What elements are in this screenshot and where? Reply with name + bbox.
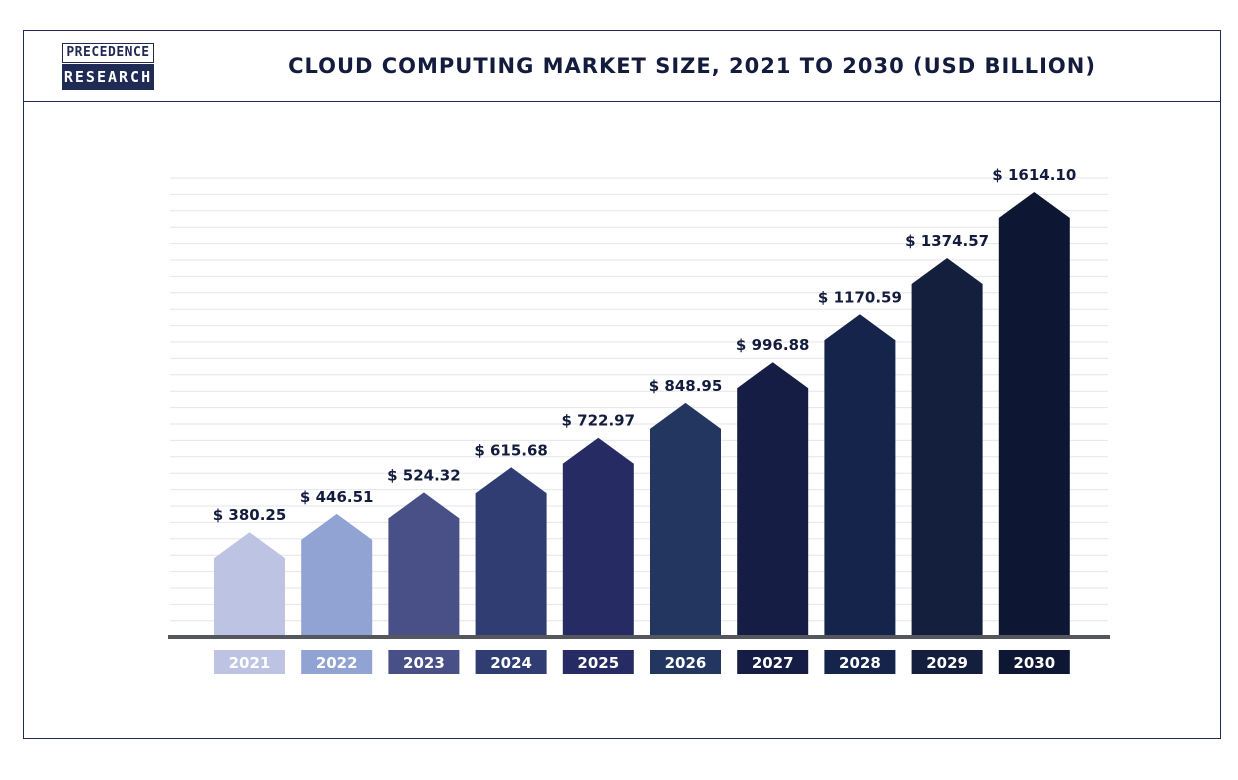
- bar-2027: [737, 362, 809, 637]
- chart-title: CLOUD COMPUTING MARKET SIZE, 2021 TO 203…: [288, 54, 1096, 78]
- value-label-2028: $ 1170.59: [818, 288, 902, 306]
- year-label-2024: 2024: [490, 654, 532, 672]
- year-label-box-2025: [562, 650, 634, 674]
- year-label-2022: 2022: [316, 654, 358, 672]
- year-label-box-2030: [998, 650, 1070, 674]
- precedence-research-logo: PRECEDENCE RESEARCH: [62, 43, 154, 90]
- bar-2021: [214, 532, 285, 637]
- year-label-box-2027: [737, 650, 809, 674]
- year-label-box-2024: [475, 650, 547, 674]
- logo-line-1: PRECEDENCE: [62, 43, 154, 63]
- year-label-2026: 2026: [665, 654, 707, 672]
- year-label-2029: 2029: [926, 654, 968, 672]
- year-label-box-2022: [301, 650, 373, 674]
- gridlines: [170, 177, 1108, 622]
- bar-2030: [998, 192, 1070, 637]
- year-label-2025: 2025: [577, 654, 619, 672]
- bar-2026: [650, 402, 721, 637]
- bar-2024: [475, 467, 547, 637]
- value-label-2026: $ 848.95: [649, 377, 723, 395]
- year-label-2023: 2023: [403, 654, 445, 672]
- logo-line-2: RESEARCH: [62, 64, 154, 90]
- year-label-2027: 2027: [752, 654, 794, 672]
- bar-2022: [301, 513, 373, 637]
- chart-header: PRECEDENCE RESEARCH CLOUD COMPUTING MARK…: [24, 31, 1220, 102]
- year-label-box-2023: [388, 650, 460, 674]
- bar-2023: [388, 492, 460, 637]
- value-label-2027: $ 996.88: [736, 336, 810, 354]
- value-label-2029: $ 1374.57: [905, 232, 989, 250]
- year-label-box-2029: [911, 650, 983, 674]
- year-label-2021: 2021: [229, 654, 271, 672]
- value-label-2021: $ 380.25: [213, 506, 287, 524]
- value-label-2030: $ 1614.10: [992, 166, 1076, 184]
- year-label-2028: 2028: [839, 654, 881, 672]
- year-label-box-2026: [650, 650, 721, 674]
- value-label-2023: $ 524.32: [387, 466, 461, 484]
- value-label-2024: $ 615.68: [474, 441, 548, 459]
- value-label-2025: $ 722.97: [562, 412, 636, 430]
- year-label-2030: 2030: [1013, 654, 1055, 672]
- year-label-box-2021: [214, 650, 285, 674]
- bar-2025: [562, 437, 634, 637]
- year-label-box-2028: [824, 650, 896, 674]
- bar-2028: [824, 314, 896, 637]
- bar-2029: [911, 258, 983, 637]
- value-label-2022: $ 446.51: [300, 488, 374, 506]
